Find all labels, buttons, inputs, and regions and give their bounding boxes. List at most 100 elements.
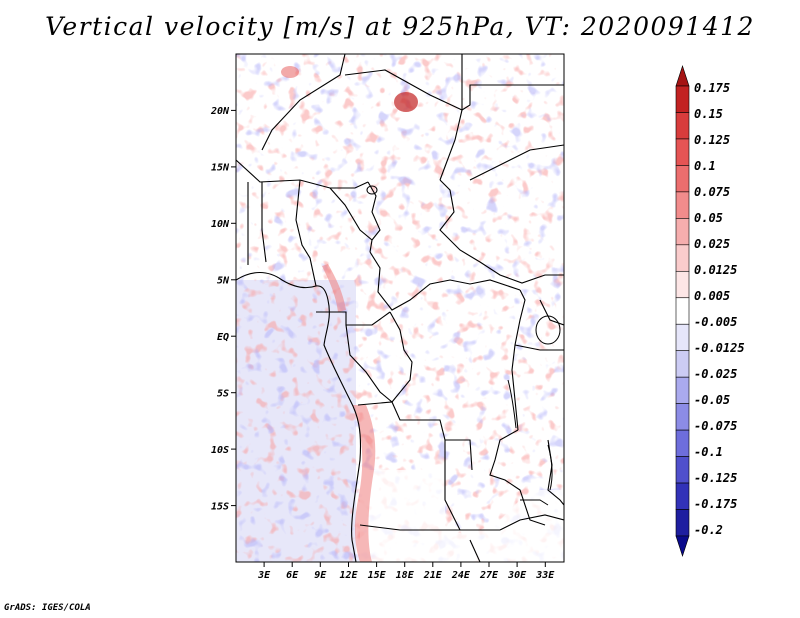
- colorbar-swatches: [675, 65, 690, 557]
- colorbar-label-9: -0.005: [694, 315, 737, 329]
- colorbar-label-16: -0.175: [694, 497, 737, 511]
- colorbar-label-12: -0.05: [694, 393, 730, 407]
- lon-tick-24e: 24E: [451, 562, 471, 581]
- colorbar-swatch-1: [675, 85, 690, 113]
- longitude-axis: 3E 6E 9E 12E 15E 18E 21E 24E 27E 30E 33E: [257, 562, 555, 581]
- lat-tick-label-5s: 5S: [217, 389, 229, 400]
- lon-tick-3e: 3E: [257, 562, 271, 581]
- lat-tick-10n: 10N: [211, 219, 236, 230]
- lon-tick-21e: 21E: [423, 562, 443, 581]
- sudan-interior-border: [469, 144, 564, 181]
- lon-tick-label-33e: 33E: [535, 570, 555, 581]
- colorbar-label-3: 0.1: [694, 159, 716, 173]
- colorbar-swatch-3: [675, 138, 690, 166]
- grads-credit: GrADS: IGES/COLA: [4, 603, 91, 613]
- lon-tick-label-27e: 27E: [479, 570, 499, 581]
- lon-tick-label-9e: 9E: [314, 570, 327, 581]
- tanzania-north-border: [514, 344, 564, 351]
- lat-tick-label-eq: EQ: [217, 332, 229, 343]
- colorbar-label-8: 0.005: [694, 289, 730, 303]
- colorbar-swatch-16: [675, 482, 690, 510]
- benin-border: [261, 182, 267, 263]
- angola-north-border: [357, 401, 473, 471]
- lon-tick-label-12e: 12E: [339, 570, 358, 581]
- lake-malawi: [547, 444, 553, 491]
- algeria-mali-border: [261, 54, 346, 151]
- colorbar-swatch-4: [675, 165, 690, 193]
- lon-tick-label-21e: 21E: [423, 570, 443, 581]
- colorbar-labels: 0.175 0.15 0.125 0.1 0.075 0.05 0.025 0.…: [694, 81, 745, 537]
- colorbar-swatch-12: [675, 376, 690, 404]
- lon-tick-27e: 27E: [479, 562, 499, 581]
- colorbar-swatch-2: [675, 112, 690, 140]
- lon-tick-9e: 9E: [314, 562, 327, 581]
- lat-tick-eq: EQ: [217, 332, 236, 343]
- sahel-border-north: [236, 159, 369, 189]
- map-title: Vertical velocity [m/s] at 925hPa, VT: 2…: [45, 12, 755, 41]
- colorbar-swatch-9: [675, 297, 690, 325]
- lat-tick-label-15n: 15N: [211, 163, 230, 174]
- lon-tick-label-3e: 3E: [257, 570, 271, 581]
- colorbar-swatch-15: [675, 456, 690, 484]
- lat-tick-15n: 15N: [211, 163, 236, 174]
- coastal-ascent-band: [352, 405, 376, 562]
- lat-tick-10s: 10S: [211, 445, 236, 456]
- lake-kariba: [520, 499, 549, 506]
- hoggar-ascent: [281, 66, 299, 78]
- lat-tick-15s: 15S: [211, 502, 236, 513]
- colorbar-label-13: -0.075: [694, 419, 737, 433]
- chad-car-sudan-border: [439, 179, 564, 284]
- lon-tick-label-15e: 15E: [368, 570, 387, 581]
- colorbar-swatch-7: [675, 244, 690, 272]
- lon-tick-15e: 15E: [368, 562, 387, 581]
- egypt-sudan-border: [461, 84, 564, 111]
- colorbar-swatch-0: [675, 65, 690, 87]
- lat-tick-20n: 20N: [210, 106, 236, 117]
- colorbar-swatch-8: [675, 270, 690, 299]
- lat-tick-label-10n: 10N: [211, 219, 230, 230]
- colorbar-label-6: 0.025: [694, 237, 730, 251]
- lat-tick-label-20n: 20N: [210, 106, 230, 117]
- lat-tick-label-15s: 15S: [211, 502, 229, 513]
- colorbar-label-5: 0.05: [694, 211, 723, 225]
- tibesti-ascent: [394, 92, 418, 112]
- lon-tick-label-18e: 18E: [396, 570, 415, 581]
- colorbar-label-0: 0.175: [694, 81, 730, 95]
- nigeria-border: [295, 179, 317, 287]
- lon-tick-label-30e: 30E: [507, 570, 527, 581]
- lake-victoria: [535, 315, 561, 345]
- lon-tick-6e: 6E: [286, 562, 299, 581]
- colorbar-label-14: -0.1: [694, 445, 723, 459]
- colorbar-swatch-10: [675, 323, 690, 352]
- zambia-border: [489, 429, 546, 526]
- atlantic-coastline: [236, 271, 362, 562]
- colorbar-label-10: -0.0125: [694, 341, 745, 355]
- lake-tanganyika: [507, 379, 517, 429]
- car-southern-border: [369, 251, 521, 311]
- lon-tick-label-24e: 24E: [451, 570, 471, 581]
- quiet-region: [360, 470, 564, 562]
- colorbar-swatch-18: [675, 535, 690, 557]
- colorbar-label-4: 0.075: [694, 185, 730, 199]
- colorbar-label-15: -0.125: [694, 471, 737, 485]
- congo-border: [345, 324, 393, 403]
- colorbar-label-2: 0.125: [694, 133, 730, 147]
- lat-tick-label-10s: 10S: [211, 445, 229, 456]
- lon-tick-18e: 18E: [396, 562, 415, 581]
- botswana-border: [469, 539, 481, 562]
- libya-border-south: [344, 69, 463, 111]
- drc-west-border: [389, 311, 413, 403]
- zimbabwe-border: [499, 514, 564, 531]
- colorbar-swatch-11: [675, 350, 690, 378]
- uganda-border: [539, 299, 564, 326]
- lakes: [366, 185, 561, 506]
- colorbar-label-11: -0.025: [694, 367, 737, 381]
- country-borders: [236, 54, 564, 562]
- velocity-field: [236, 54, 564, 562]
- lat-tick-5n: 5N: [217, 276, 236, 287]
- latitude-axis: 20N 15N 10N 5N EQ 5S 10S 15S: [210, 106, 236, 513]
- colorbar-swatch-6: [675, 218, 690, 246]
- colorbar-swatch-5: [675, 191, 690, 219]
- colorbar-label-7: 0.0125: [694, 263, 737, 277]
